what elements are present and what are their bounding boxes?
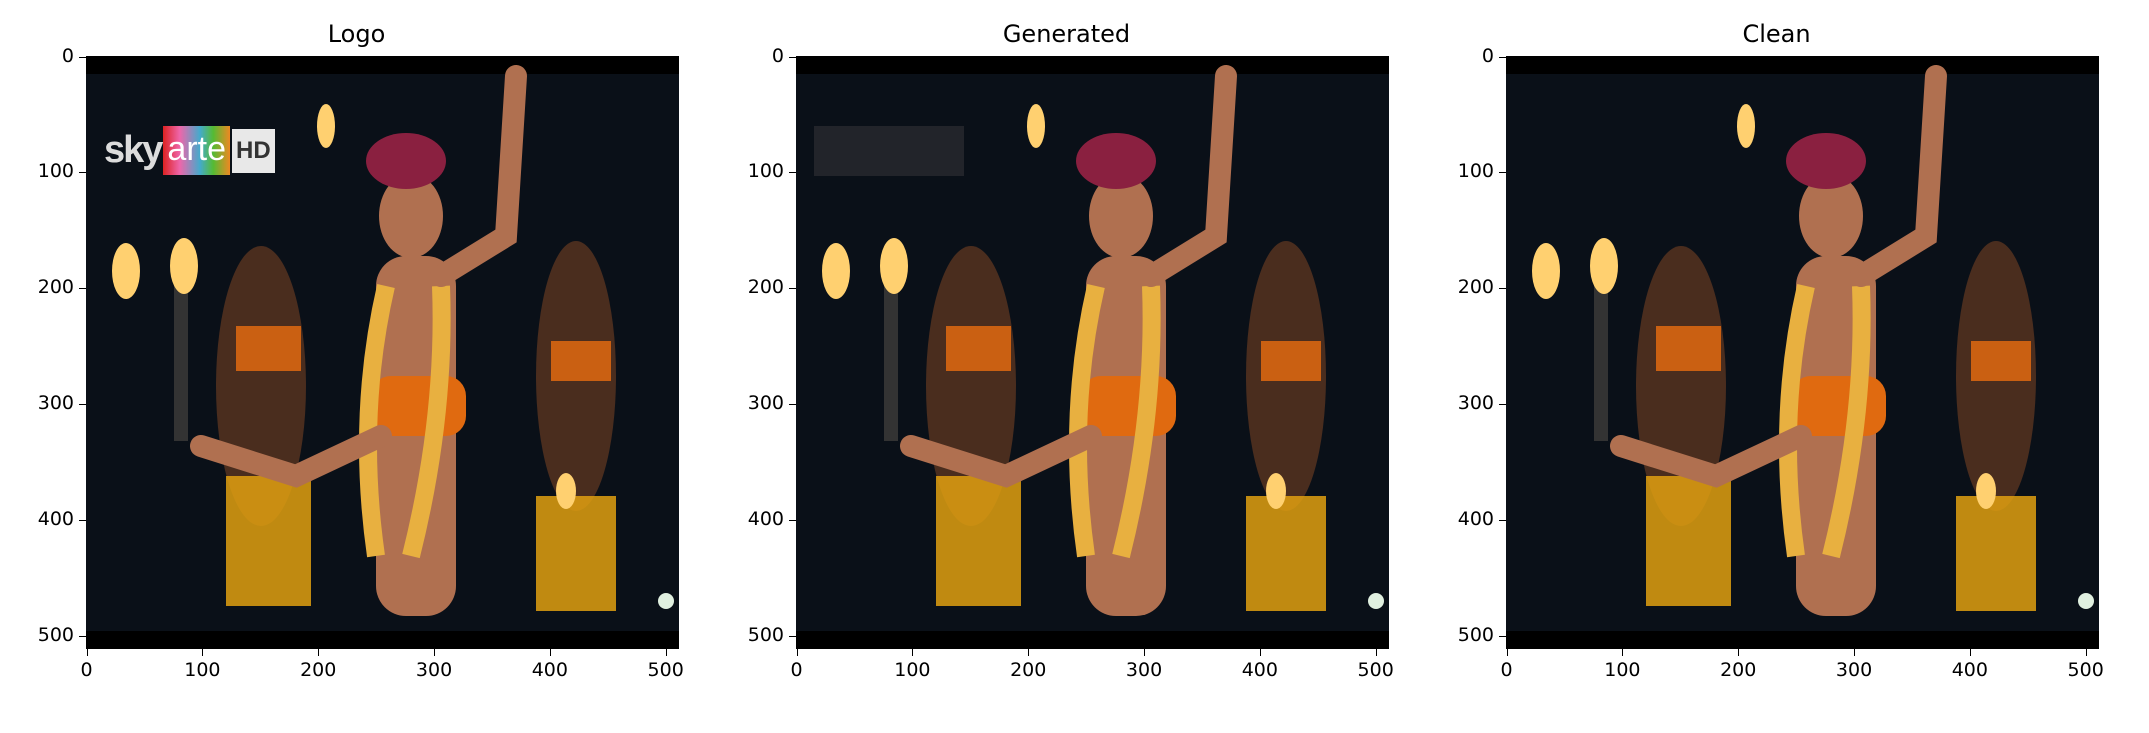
image-frame bbox=[1506, 56, 2099, 649]
scene-image bbox=[796, 56, 1389, 649]
y-tick-mark bbox=[79, 404, 86, 406]
y-tick-mark bbox=[789, 635, 796, 637]
y-tick-label: 400 bbox=[1457, 507, 1494, 530]
y-tick-mark bbox=[789, 519, 796, 521]
y-tick-label: 300 bbox=[747, 392, 784, 415]
y-tick-label: 100 bbox=[1457, 160, 1494, 183]
x-tick-mark bbox=[202, 649, 204, 656]
y-tick-mark bbox=[1499, 404, 1506, 406]
y-tick-label: 300 bbox=[1457, 392, 1494, 415]
x-tick-mark bbox=[1028, 649, 1030, 656]
y-tick-mark bbox=[1499, 519, 1506, 521]
x-tick-label: 0 bbox=[790, 659, 803, 681]
logo-arte-text: arte bbox=[163, 126, 230, 175]
logo-sky-text: sky bbox=[104, 129, 163, 171]
y-tick-label: 500 bbox=[1457, 623, 1494, 646]
y-tick-label: 200 bbox=[1457, 276, 1494, 299]
x-tick-mark bbox=[912, 649, 914, 656]
x-tick-label: 400 bbox=[531, 659, 568, 681]
y-tick-mark bbox=[1499, 288, 1506, 290]
y-tick-mark bbox=[789, 56, 796, 58]
x-tick-label: 300 bbox=[1125, 659, 1163, 681]
panel-logo: Logo sky arte HD 0 100 200 300 400 500 0 100 200… bbox=[0, 0, 700, 733]
x-tick-mark bbox=[2085, 649, 2087, 656]
scene-group bbox=[1506, 56, 2099, 649]
x-tick-label: 100 bbox=[1604, 659, 1641, 681]
y-tick-label: 100 bbox=[37, 160, 74, 183]
scene-image bbox=[1506, 56, 2099, 649]
y-tick-label: 0 bbox=[61, 44, 74, 67]
x-tick-label: 200 bbox=[1010, 659, 1047, 681]
x-tick-label: 500 bbox=[2067, 659, 2104, 681]
x-tick-label: 100 bbox=[184, 659, 221, 681]
x-tick-mark bbox=[1738, 649, 1740, 656]
y-tick-label: 300 bbox=[37, 392, 74, 415]
logo-hd-text: HD bbox=[232, 128, 275, 173]
y-tick-mark bbox=[789, 404, 796, 406]
x-tick-mark bbox=[1144, 649, 1146, 656]
y-tick-label: 400 bbox=[747, 507, 784, 530]
x-tick-mark bbox=[86, 649, 88, 656]
x-tick-mark bbox=[1375, 649, 1377, 656]
panel-clean: Clean 0 100 200 300 400 500 0 100 200 300 400 500 bbox=[0, 0, 2104, 733]
y-tick-mark bbox=[789, 288, 796, 290]
x-tick-mark bbox=[665, 649, 667, 656]
x-tick-mark bbox=[1506, 649, 1508, 656]
x-tick-mark bbox=[434, 649, 436, 656]
y-tick-label: 200 bbox=[747, 276, 784, 299]
panel-title: Logo bbox=[327, 20, 386, 48]
image-frame: sky arte HD bbox=[86, 56, 679, 649]
x-tick-label: 100 bbox=[894, 659, 931, 681]
x-tick-label: 0 bbox=[80, 659, 93, 681]
y-tick-label: 0 bbox=[1481, 44, 1494, 67]
y-tick-mark bbox=[79, 519, 86, 521]
y-tick-mark bbox=[79, 635, 86, 637]
y-tick-mark bbox=[79, 172, 86, 174]
x-tick-mark bbox=[1622, 649, 1624, 656]
y-tick-label: 500 bbox=[37, 623, 74, 646]
y-tick-mark bbox=[79, 56, 86, 58]
x-tick-mark bbox=[1854, 649, 1856, 656]
x-tick-label: 0 bbox=[1500, 659, 1513, 681]
image-frame bbox=[796, 56, 1389, 649]
y-tick-label: 200 bbox=[37, 276, 74, 299]
x-tick-mark bbox=[318, 649, 320, 656]
y-tick-mark bbox=[1499, 635, 1506, 637]
y-tick-mark bbox=[1499, 56, 1506, 58]
x-tick-label: 300 bbox=[1835, 659, 1873, 681]
y-tick-mark bbox=[79, 288, 86, 290]
panel-generated: Generated 0 100 200 300 400 500 0 100 200 300 400 5… bbox=[0, 0, 1394, 733]
x-tick-label: 200 bbox=[300, 659, 337, 681]
y-tick-mark bbox=[1499, 172, 1506, 174]
x-tick-mark bbox=[796, 649, 798, 656]
y-tick-label: 400 bbox=[37, 507, 74, 530]
x-tick-mark bbox=[1259, 649, 1261, 656]
x-tick-label: 400 bbox=[1951, 659, 1988, 681]
y-tick-label: 0 bbox=[771, 44, 784, 67]
x-tick-label: 500 bbox=[1357, 659, 1394, 681]
x-tick-label: 500 bbox=[647, 659, 684, 681]
panel-title: Generated bbox=[1002, 20, 1131, 48]
broadcaster-logo: sky arte HD bbox=[104, 126, 275, 175]
x-tick-mark bbox=[549, 649, 551, 656]
x-tick-mark bbox=[1969, 649, 1971, 656]
scene-group bbox=[796, 56, 1389, 649]
y-tick-mark bbox=[789, 172, 796, 174]
panel-title: Clean bbox=[1742, 20, 1811, 48]
y-tick-label: 100 bbox=[747, 160, 784, 183]
x-tick-label: 300 bbox=[415, 659, 453, 681]
x-tick-label: 200 bbox=[1720, 659, 1757, 681]
y-tick-label: 500 bbox=[747, 623, 784, 646]
x-tick-label: 400 bbox=[1241, 659, 1278, 681]
